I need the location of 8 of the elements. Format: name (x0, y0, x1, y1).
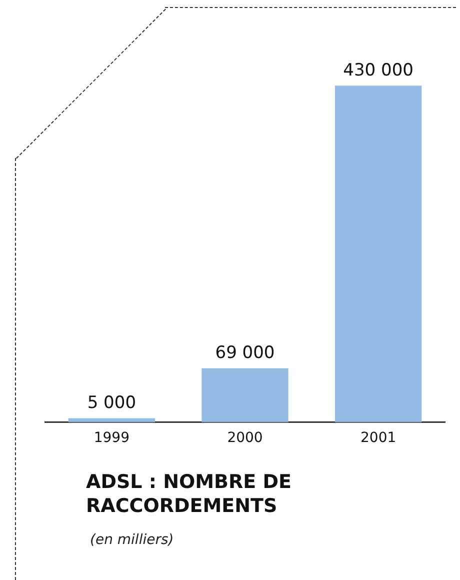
data-label: 430 000 (343, 60, 414, 81)
data-label: 5 000 (87, 393, 136, 414)
text: (en milliers) (90, 532, 174, 548)
text: ADSL : NOMBRE DE RACCORDEMENTS (86, 470, 293, 518)
x-tick-label: 1999 (94, 430, 130, 446)
data-label: 69 000 (215, 343, 275, 364)
x-tick-label: 2001 (360, 430, 396, 446)
x-tick-label: 2000 (227, 430, 263, 446)
